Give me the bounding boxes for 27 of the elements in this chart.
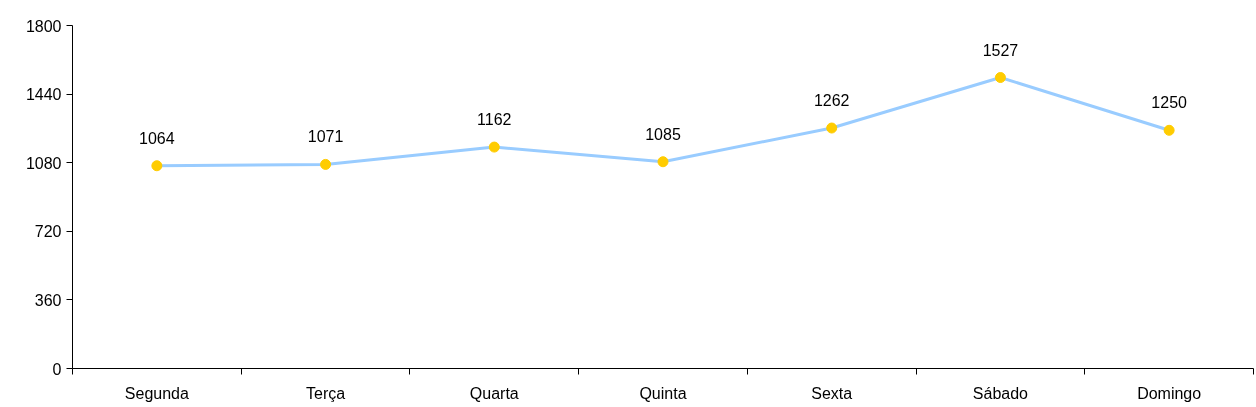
point — [1163, 124, 1175, 136]
y-tick-label: 720 — [34, 223, 62, 241]
point — [994, 72, 1006, 84]
data-label: 1071 — [307, 128, 344, 146]
y-tick-label: 1800 — [25, 17, 62, 35]
data-label: 1162 — [477, 111, 512, 129]
data-label: 1085 — [645, 125, 681, 143]
point — [320, 158, 332, 170]
y-tick-label: 360 — [34, 291, 62, 309]
x-tick-label: Segunda — [124, 384, 189, 402]
x-tick-label: Domingo — [1137, 384, 1202, 402]
y-tick-label: 1080 — [25, 154, 62, 172]
x-tick-label: Sábado — [972, 384, 1029, 402]
point — [657, 156, 669, 168]
data-label: 1527 — [982, 41, 1019, 59]
data-label: 1262 — [813, 92, 850, 110]
y-tick-label: 0 — [52, 360, 62, 378]
point — [826, 122, 838, 134]
x-tick-label: Quinta — [639, 384, 687, 402]
y-tick-label: 1440 — [25, 86, 62, 104]
x-tick-label: Sexta — [811, 384, 853, 402]
data-label: 1250 — [1151, 94, 1188, 112]
data-label: 1064 — [139, 129, 175, 147]
point — [151, 160, 163, 172]
x-tick-label: Quarta — [469, 384, 519, 402]
x-tick-label: Terça — [306, 384, 346, 402]
point — [488, 141, 500, 153]
